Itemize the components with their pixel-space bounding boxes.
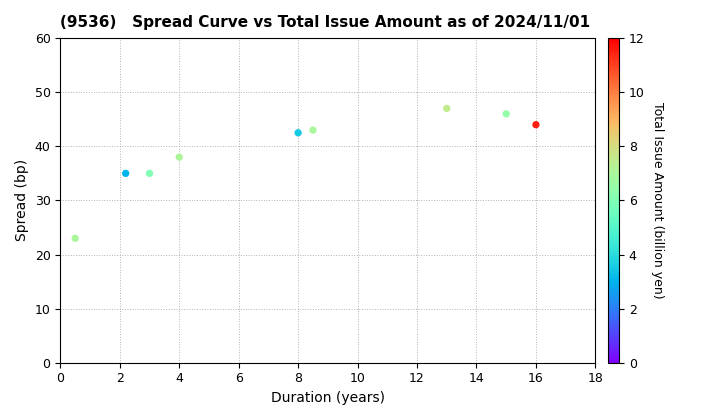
Point [69,235,81,242]
Point [307,127,319,134]
Point [500,110,512,117]
Point [441,105,452,112]
Point [120,170,132,177]
Y-axis label: Total Issue Amount (billion yen): Total Issue Amount (billion yen) [651,102,664,299]
Point [530,121,541,128]
Point [292,129,304,136]
Point [144,170,156,177]
Point [174,154,185,160]
X-axis label: Duration (years): Duration (years) [271,391,384,405]
Y-axis label: Spread (bp): Spread (bp) [15,159,29,242]
Text: (9536)   Spread Curve vs Total Issue Amount as of 2024/11/01: (9536) Spread Curve vs Total Issue Amoun… [60,15,590,30]
